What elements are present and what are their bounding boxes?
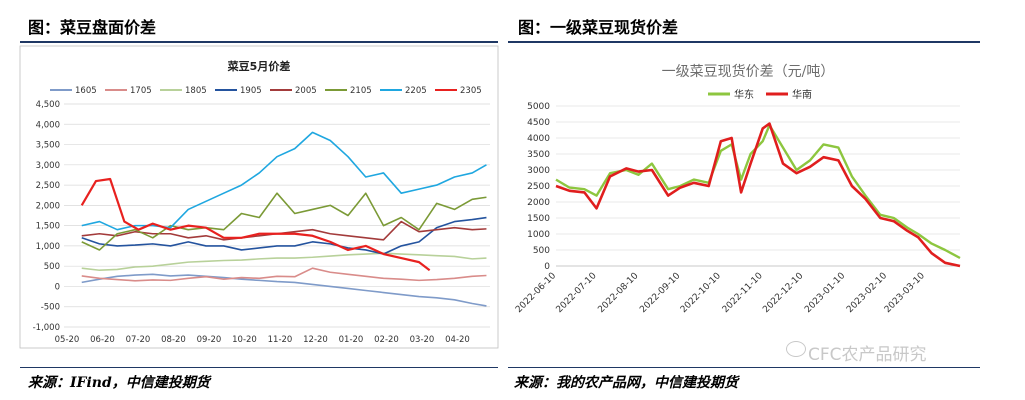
y-tick-label: 2500 bbox=[527, 182, 550, 192]
x-tick-label: 09-20 bbox=[197, 335, 222, 345]
right-chart: 一级菜豆现货价差（元/吨） 华东 华南 0 500 1000 1500 2000 2500 300… bbox=[508, 46, 980, 348]
left-heading-rule bbox=[20, 41, 498, 43]
y-tick-label: 3500 bbox=[527, 150, 550, 160]
series-line-1905 bbox=[81, 216, 487, 255]
legend: 华东 华南 bbox=[708, 88, 812, 101]
chart-title: 菜豆5月价差 bbox=[227, 59, 291, 73]
chart-frame bbox=[19, 45, 499, 349]
x-tick-label: 06-20 bbox=[90, 335, 115, 345]
y-tick-label: 4000 bbox=[527, 134, 550, 144]
chart-title: 一级菜豆现货价差（元/吨） bbox=[662, 63, 835, 80]
series-line-华南 bbox=[555, 122, 961, 268]
y-tick-label: -500 bbox=[41, 303, 60, 313]
watermark-text: CFC农产品研究 bbox=[808, 345, 927, 365]
x-tick-label: 02-20 bbox=[374, 335, 399, 345]
legend-label: 1605 bbox=[75, 86, 97, 96]
y-tick-label: 500 bbox=[533, 246, 550, 256]
y-tick-label: 2000 bbox=[527, 198, 550, 208]
y-tick-label: -1,000 bbox=[33, 323, 60, 333]
legend-label: 1705 bbox=[130, 86, 152, 96]
legend-label: 华东 bbox=[734, 88, 754, 101]
x-tick-label: 04-20 bbox=[445, 335, 470, 345]
series-line-1705 bbox=[81, 267, 487, 282]
y-tick-label: 2,500 bbox=[36, 181, 60, 191]
wechat-icon bbox=[786, 341, 806, 357]
y-tick-label: 1,500 bbox=[36, 222, 60, 232]
legend-label: 2105 bbox=[350, 86, 372, 96]
series-line-2305 bbox=[80, 177, 431, 272]
x-tick-label: 08-20 bbox=[161, 335, 186, 345]
left-panel-heading: 图：菜豆盘面价差 bbox=[28, 18, 157, 37]
left-bottom-rule bbox=[20, 367, 498, 368]
y-tick-label: 0 bbox=[544, 262, 550, 272]
x-tick-label: 12-20 bbox=[303, 335, 328, 345]
legend-label: 1805 bbox=[185, 86, 207, 96]
legend: 1605 1705 1805 1905 2005 2105 2205 2305 bbox=[50, 86, 482, 96]
right-source: 来源：我的农产品网，中信建投期货 bbox=[514, 375, 738, 391]
y-tick-label: 3,000 bbox=[36, 161, 60, 171]
legend-label: 华南 bbox=[792, 88, 812, 101]
right-bottom-rule bbox=[508, 367, 980, 368]
legend-label: 1905 bbox=[240, 86, 262, 96]
x-tick-label: 07-20 bbox=[126, 335, 151, 345]
x-tick-label: 11-20 bbox=[268, 335, 293, 345]
x-tick-label: 01-20 bbox=[339, 335, 364, 345]
x-tick-label: 03-20 bbox=[410, 335, 435, 345]
x-tick-label: 10-20 bbox=[232, 335, 257, 345]
left-source: 来源：IFind，中信建投期货 bbox=[28, 375, 210, 391]
legend-label: 2005 bbox=[295, 86, 317, 96]
y-tick-label: 4,000 bbox=[36, 120, 60, 130]
series-line-1805 bbox=[81, 252, 487, 272]
legend-label: 2205 bbox=[405, 86, 427, 96]
y-tick-label: 3000 bbox=[527, 166, 550, 176]
legend-label: 2305 bbox=[460, 86, 482, 96]
y-tick-label: 0 bbox=[55, 282, 60, 292]
y-tick-label: 5000 bbox=[527, 102, 550, 112]
y-tick-label: 4500 bbox=[527, 118, 550, 128]
y-tick-label: 1500 bbox=[527, 214, 550, 224]
left-chart: 菜豆5月价差 1605 1705 1805 1905 2005 2105 2205 2305 -1… bbox=[19, 45, 499, 349]
series-line-2105 bbox=[81, 192, 487, 251]
right-panel-heading: 图：一级菜豆现货价差 bbox=[518, 18, 679, 37]
y-tick-label: 1000 bbox=[527, 230, 550, 240]
series-line-1605 bbox=[81, 273, 487, 307]
y-tick-label: 2,000 bbox=[36, 201, 60, 211]
y-tick-label: 4,500 bbox=[36, 100, 60, 110]
x-tick-label: 05-20 bbox=[55, 335, 80, 345]
right-heading-rule bbox=[508, 41, 980, 43]
y-tick-label: 1,000 bbox=[36, 242, 60, 252]
y-tick-label: 3,500 bbox=[36, 141, 60, 151]
y-tick-label: 500 bbox=[44, 262, 60, 272]
